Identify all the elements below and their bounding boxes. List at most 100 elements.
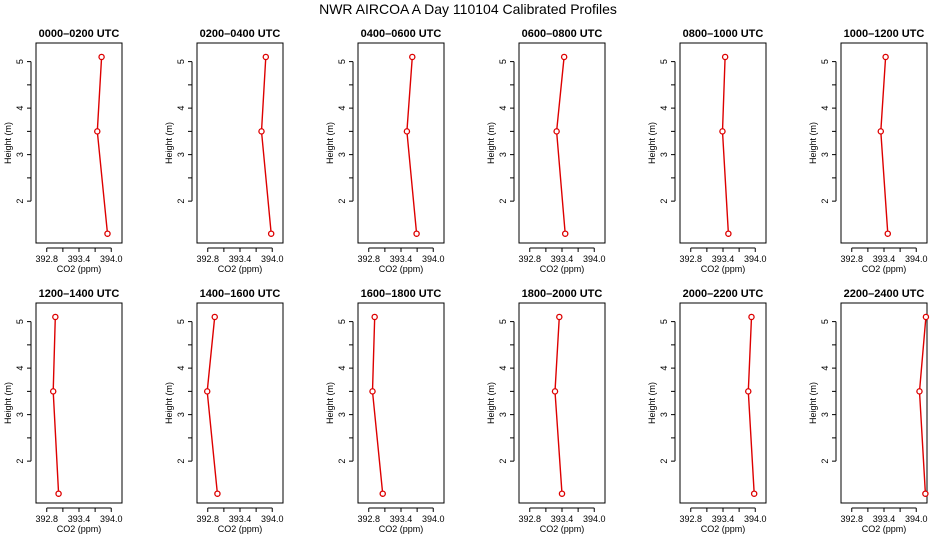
- data-point: [556, 313, 563, 321]
- x-tick-label: 392.8: [35, 254, 58, 264]
- x-tick-label: 394.0: [583, 254, 606, 264]
- panel-title: 0200–0400 UTC: [200, 28, 281, 40]
- y-tick-label: 4: [498, 106, 508, 111]
- x-tick-label: 393.4: [551, 514, 574, 524]
- y-tick-label: 3: [498, 412, 508, 417]
- y-tick-label: 2: [659, 199, 669, 204]
- x-axis-label: CO2 (ppm): [57, 264, 102, 274]
- y-tick-label: 5: [820, 59, 830, 64]
- x-tick-label: 393.4: [390, 254, 413, 264]
- y-tick-label: 3: [176, 412, 186, 417]
- data-point: [369, 388, 376, 395]
- y-tick-label: 2: [820, 459, 830, 464]
- y-tick-label: 4: [820, 366, 830, 371]
- y-tick-label: 5: [498, 59, 508, 64]
- y-tick-label: 5: [176, 319, 186, 324]
- y-tick-label: 3: [15, 412, 25, 417]
- y-tick-label: 3: [659, 152, 669, 157]
- x-axis-label: CO2 (ppm): [379, 524, 424, 534]
- data-point: [203, 388, 211, 395]
- plot-frame: [196, 42, 284, 244]
- y-axis-label: Height (m): [647, 382, 657, 424]
- y-tick-label: 5: [659, 319, 669, 324]
- plot-frame: [518, 42, 606, 244]
- y-tick-label: 2: [498, 199, 508, 204]
- data-point: [55, 490, 62, 497]
- y-tick-label: 4: [15, 366, 25, 371]
- data-point: [409, 53, 416, 61]
- panel-title: 1200–1400 UTC: [39, 288, 120, 300]
- profile-line: [918, 316, 927, 494]
- y-axis-label: Height (m): [486, 382, 496, 424]
- x-tick-label: 392.8: [518, 514, 541, 524]
- y-tick-label: 4: [15, 106, 25, 111]
- panel-title: 0600–0800 UTC: [522, 28, 603, 40]
- y-axis-label: Height (m): [647, 122, 657, 164]
- x-tick-label: 394.0: [744, 254, 767, 264]
- plot-frame: [840, 302, 928, 504]
- plot-frame: [357, 42, 445, 244]
- y-axis-label: Height (m): [808, 122, 818, 164]
- x-tick-label: 394.0: [583, 514, 606, 524]
- data-point: [877, 128, 885, 135]
- data-point: [413, 230, 420, 237]
- x-axis-label: CO2 (ppm): [218, 524, 263, 534]
- data-point: [551, 388, 559, 395]
- x-axis-label: CO2 (ppm): [701, 264, 746, 274]
- data-point: [561, 230, 569, 237]
- data-point: [371, 313, 378, 321]
- panel-title: 1400–1600 UTC: [200, 288, 281, 300]
- y-tick-label: 2: [176, 199, 186, 204]
- y-tick-label: 5: [176, 59, 186, 64]
- x-axis-label: CO2 (ppm): [540, 264, 585, 274]
- plot-frame: [357, 302, 445, 504]
- y-tick-label: 3: [659, 412, 669, 417]
- profile-line: [555, 56, 566, 234]
- panel-title: 1600–1800 UTC: [361, 288, 442, 300]
- data-point: [922, 313, 930, 321]
- data-point: [725, 230, 732, 237]
- data-point: [882, 53, 889, 61]
- profile-line: [206, 316, 219, 494]
- plot-frame: [35, 42, 123, 244]
- y-tick-label: 3: [15, 152, 25, 157]
- x-tick-label: 394.0: [744, 514, 767, 524]
- data-point: [98, 53, 105, 61]
- y-axis-label: Height (m): [3, 382, 13, 424]
- data-point: [52, 313, 59, 321]
- y-tick-label: 3: [820, 152, 830, 157]
- x-tick-label: 392.8: [840, 254, 863, 264]
- x-tick-label: 394.0: [100, 254, 123, 264]
- x-axis-label: CO2 (ppm): [379, 264, 424, 274]
- x-tick-label: 392.8: [357, 514, 380, 524]
- data-point: [553, 128, 560, 135]
- figure-title: NWR AIRCOA A Day 110104 Calibrated Profi…: [319, 1, 617, 17]
- x-tick-label: 393.4: [68, 514, 91, 524]
- x-tick-label: 392.8: [840, 514, 863, 524]
- y-axis-label: Height (m): [164, 122, 174, 164]
- profile-line: [260, 56, 272, 234]
- data-point: [750, 490, 758, 497]
- plot-frame: [679, 302, 767, 504]
- panel-title: 2000–2200 UTC: [683, 288, 764, 300]
- data-point: [94, 128, 101, 135]
- y-tick-label: 2: [337, 199, 347, 204]
- plot-frame: [35, 302, 123, 504]
- panel-title: 0000–0200 UTC: [39, 28, 120, 40]
- x-tick-label: 393.4: [229, 254, 252, 264]
- x-tick-label: 393.4: [390, 514, 413, 524]
- y-axis-label: Height (m): [808, 382, 818, 424]
- y-tick-label: 4: [659, 366, 669, 371]
- panel-title: 1800–2000 UTC: [522, 288, 603, 300]
- x-tick-label: 392.8: [196, 254, 219, 264]
- x-tick-label: 393.4: [873, 254, 896, 264]
- data-point: [922, 490, 929, 497]
- data-point: [916, 388, 923, 395]
- x-tick-label: 394.0: [422, 514, 445, 524]
